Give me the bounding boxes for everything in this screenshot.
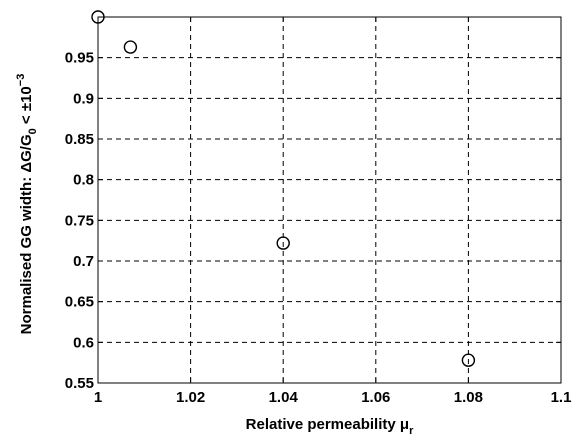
data-point (461, 353, 476, 367)
y-tick-label: 0.65 (65, 294, 94, 311)
y-axis-label-subscript: 0 (27, 128, 39, 134)
x-tick-label: 1.06 (361, 389, 390, 406)
x-tick-label: 1.02 (176, 389, 205, 406)
data-point (276, 236, 290, 250)
x-axis-label-subscript: r (409, 425, 414, 437)
y-tick-label: 0.9 (73, 90, 94, 107)
data-point (123, 40, 138, 54)
y-axis-label-superscript: −3 (15, 74, 27, 87)
x-tick-label: 1.08 (454, 389, 483, 406)
y-tick-label: 0.7 (73, 253, 94, 270)
y-axis-label: Normalised GG width: ΔG/G0 < ±10−3 (15, 74, 39, 335)
y-axis-label-prefix: Normalised GG width: ΔG/G (18, 134, 35, 334)
ticks (97, 17, 562, 384)
y-tick-label: 0.95 (65, 50, 94, 67)
x-tick-label: 1.04 (269, 389, 299, 406)
y-tick-label: 0.55 (65, 375, 94, 392)
x-axis-label-main: Relative permeability μ (246, 416, 409, 433)
y-tick-label: 0.6 (73, 334, 94, 351)
x-axis-label: Relative permeability μr (246, 416, 414, 437)
plot-frame (97, 16, 562, 384)
grid (98, 17, 561, 383)
tick-labels: 1 1.02 1.04 1.06 1.08 1.1 0.55 0.6 0.65 0.7 0.75 0.… (65, 50, 572, 406)
x-tick-label: 1 (94, 389, 102, 406)
data-point (91, 10, 105, 24)
y-tick-label: 0.8 (73, 172, 94, 189)
x-tick-label: 1.1 (551, 389, 572, 406)
y-tick-label: 0.75 (65, 212, 94, 229)
y-tick-label: 0.85 (65, 131, 94, 148)
y-axis-label-mid: < ±10 (18, 86, 35, 128)
data-points (91, 10, 476, 367)
